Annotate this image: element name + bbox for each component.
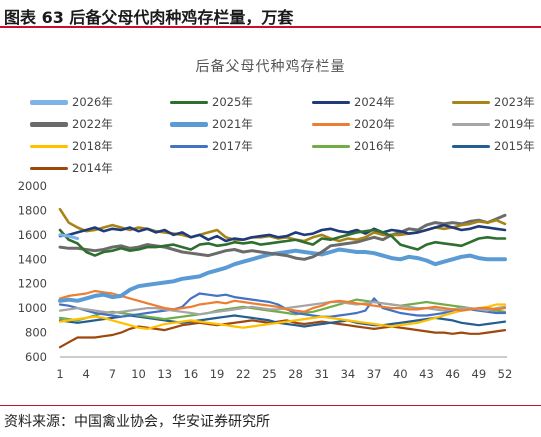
figure-caption: 图表 63 后备父母代肉种鸡存栏量，万套 bbox=[4, 8, 294, 27]
legend-swatch bbox=[312, 123, 350, 126]
legend-swatch bbox=[170, 145, 208, 148]
series-line-2020年 bbox=[58, 289, 507, 313]
x-tick-label: 34 bbox=[341, 367, 356, 381]
legend-label: 2024年 bbox=[354, 95, 395, 109]
legend-swatch bbox=[312, 145, 350, 148]
y-tick-label: 1600 bbox=[18, 228, 47, 242]
legend-label: 2014年 bbox=[72, 161, 113, 175]
legend-label: 2023年 bbox=[494, 95, 535, 109]
x-tick-label: 43 bbox=[419, 367, 434, 381]
source-note: 资料来源：中国禽业协会，华安证券研究所 bbox=[4, 414, 270, 430]
x-tick-label: 25 bbox=[262, 367, 277, 381]
series-line-2014年 bbox=[58, 319, 507, 349]
legend-swatch bbox=[452, 101, 490, 104]
x-tick-label: 7 bbox=[109, 367, 116, 381]
x-tick-label: 22 bbox=[236, 367, 251, 381]
y-tick-label: 1400 bbox=[18, 252, 47, 266]
x-tick-label: 37 bbox=[367, 367, 382, 381]
legend-swatch bbox=[30, 167, 68, 170]
legend-label: 2026年 bbox=[72, 95, 113, 109]
x-tick-label: 46 bbox=[445, 367, 460, 381]
x-tick-label: 1 bbox=[56, 367, 63, 381]
y-tick-label: 1800 bbox=[18, 203, 47, 217]
y-tick-label: 600 bbox=[25, 350, 47, 364]
legend-swatch bbox=[30, 145, 68, 148]
series-line-2017年 bbox=[58, 292, 507, 318]
x-tick-label: 16 bbox=[184, 367, 199, 381]
series-line-2025年 bbox=[58, 228, 507, 257]
legend-swatch bbox=[30, 122, 68, 127]
x-tick-label: 28 bbox=[288, 367, 303, 381]
legend-swatch bbox=[452, 145, 490, 148]
x-tick-label: 49 bbox=[472, 367, 487, 381]
legend-label: 2021年 bbox=[212, 117, 253, 131]
x-tick-label: 4 bbox=[83, 367, 90, 381]
legend-label: 2019年 bbox=[494, 117, 535, 131]
legend-swatch bbox=[30, 100, 68, 105]
legend-swatch bbox=[452, 123, 490, 126]
legend-swatch bbox=[170, 122, 208, 127]
x-tick-label: 52 bbox=[498, 367, 513, 381]
figure-header bbox=[0, 0, 541, 28]
series-line-2026年 bbox=[58, 233, 80, 241]
x-tick-label: 19 bbox=[210, 367, 225, 381]
x-tick-label: 40 bbox=[393, 367, 408, 381]
source-divider bbox=[0, 405, 541, 406]
y-tick-label: 2000 bbox=[18, 179, 47, 193]
series-line-2018年 bbox=[58, 303, 507, 330]
legend-swatch bbox=[312, 101, 350, 104]
legend-label: 2017年 bbox=[212, 139, 253, 153]
chart-title: 后备父母代种鸡存栏量 bbox=[195, 59, 346, 75]
legend-label: 2025年 bbox=[212, 95, 253, 109]
y-tick-label: 800 bbox=[25, 326, 47, 340]
y-tick-label: 1200 bbox=[18, 277, 47, 291]
y-tick-label: 1000 bbox=[18, 301, 47, 315]
x-tick-label: 13 bbox=[157, 367, 172, 381]
series-line-2021年 bbox=[58, 247, 507, 303]
x-tick-label: 31 bbox=[314, 367, 329, 381]
series-line-2024年 bbox=[58, 223, 507, 243]
x-tick-label: 10 bbox=[131, 367, 146, 381]
legend-swatch bbox=[170, 101, 208, 104]
legend-label: 2020年 bbox=[354, 117, 395, 131]
series-line-2022年 bbox=[58, 213, 507, 261]
legend-label: 2018年 bbox=[72, 139, 113, 153]
legend-label: 2022年 bbox=[72, 117, 113, 131]
legend-label: 2015年 bbox=[494, 139, 535, 153]
legend-label: 2016年 bbox=[354, 139, 395, 153]
